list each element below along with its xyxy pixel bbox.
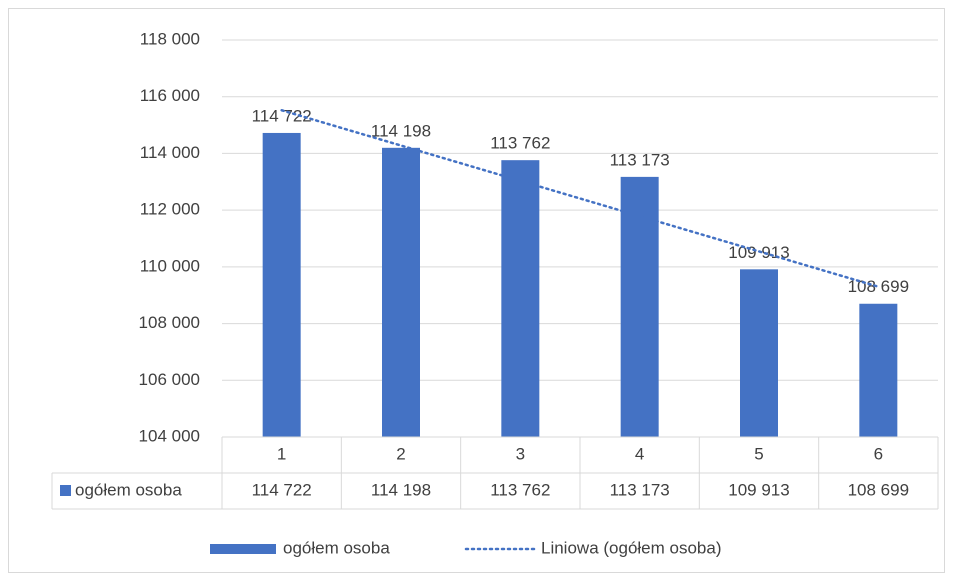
bar [501,160,540,438]
y-tick-label: 118 000 [140,29,200,48]
legend-key [210,544,276,554]
table-value: 109 913 [728,480,789,499]
legend-label: ogółem osoba [283,538,390,557]
table-value: 113 762 [490,480,550,499]
table-value: 113 173 [610,480,670,499]
x-tick-label: 6 [874,444,883,463]
y-tick-label: 110 000 [140,256,200,275]
legend-label: Liniowa (ogółem osoba) [541,538,722,557]
x-tick-label: 3 [516,444,525,463]
y-tick-label: 104 000 [139,426,200,445]
trendline [280,109,880,288]
x-tick-label: 2 [396,444,405,463]
x-tick-label: 4 [635,444,644,463]
y-tick-label: 116 000 [140,86,200,105]
y-tick-label: 112 000 [140,200,200,219]
bar [262,132,301,437]
table-value: 114 198 [371,480,431,499]
bar [382,147,420,438]
bar [740,269,778,437]
x-tick-label: 5 [754,444,763,463]
table-legend-key [60,485,71,496]
table-value: 114 722 [252,480,312,499]
bar [859,303,898,437]
table-value: 108 699 [848,480,909,499]
data-label: 114 198 [371,121,431,140]
data-label: 114 722 [252,106,312,125]
y-tick-label: 114 000 [140,143,200,162]
data-label: 113 173 [610,150,670,169]
y-tick-label: 108 000 [139,313,200,332]
x-tick-label: 1 [277,444,286,463]
data-label: 113 762 [490,134,550,153]
chart-border [8,8,945,573]
y-tick-label: 106 000 [139,370,200,389]
table-series-name: ogółem osoba [75,480,182,499]
